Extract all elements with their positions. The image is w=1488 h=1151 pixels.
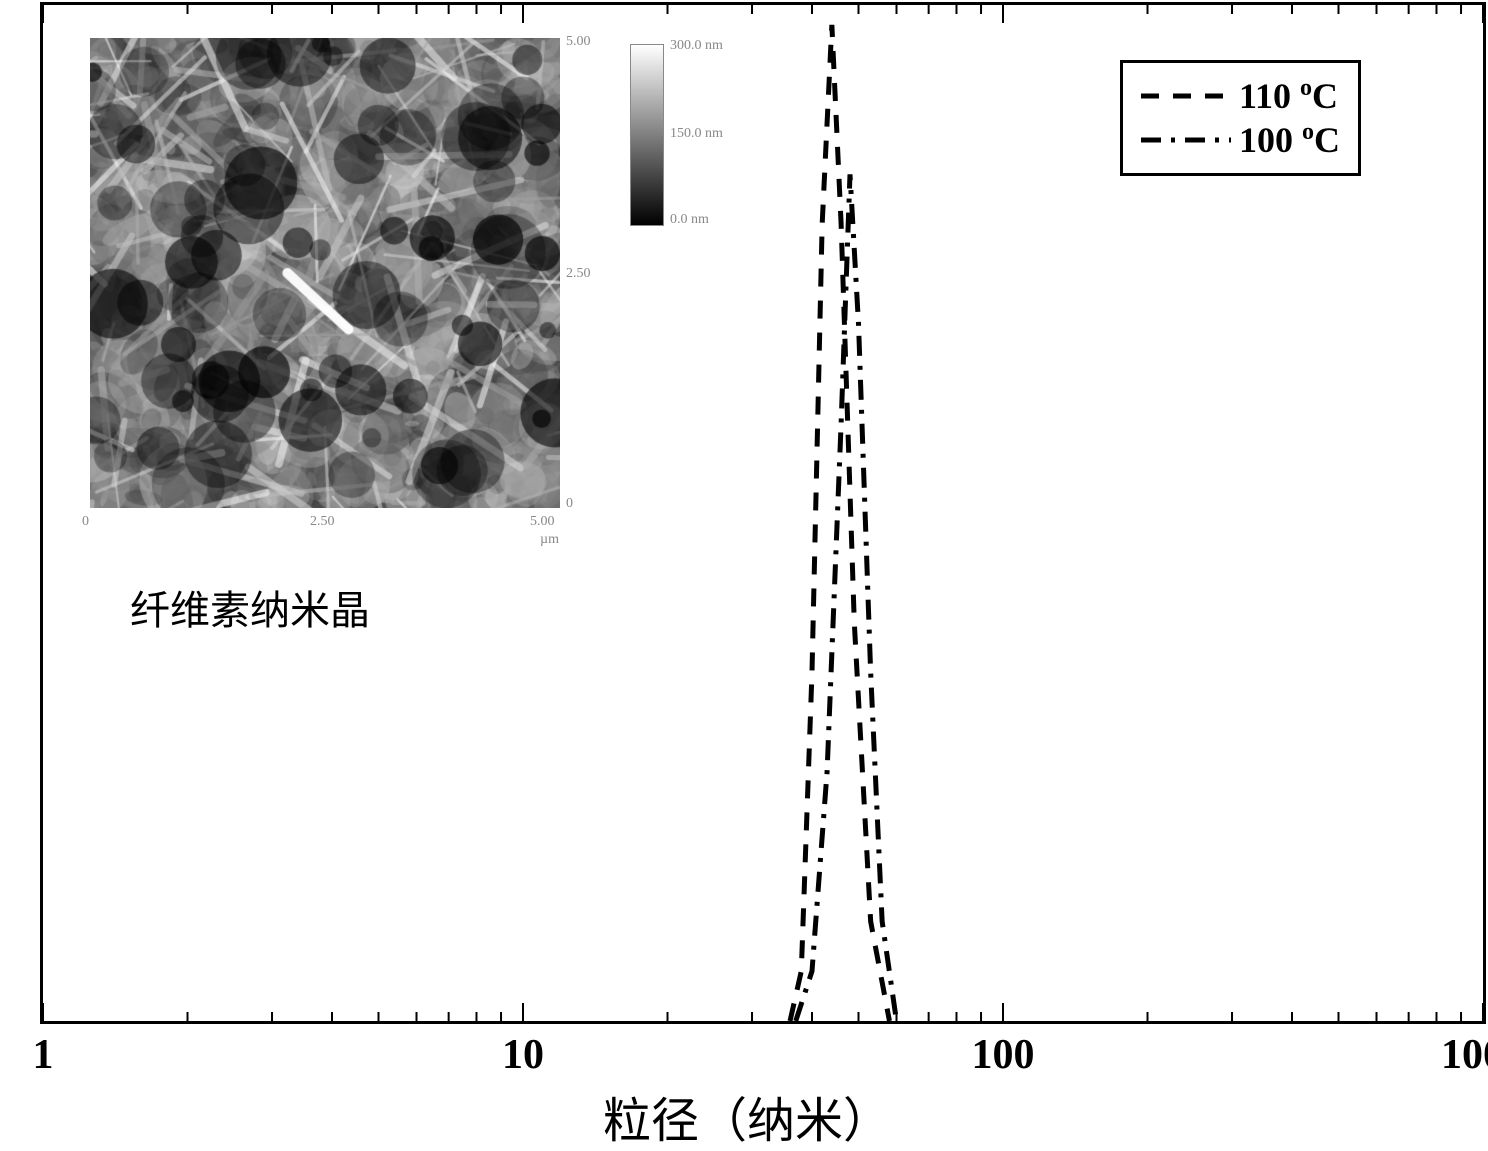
legend-item-110C: 110 oC [1141, 75, 1340, 117]
inset-colorbar: 300.0 nm150.0 nm0.0 nm [630, 44, 664, 226]
inset-axis-label: 5.00 [566, 34, 591, 50]
inset-colorbar-label: 300.0 nm [670, 38, 723, 54]
inset-axis-label: 0 [566, 496, 573, 512]
series-100C [796, 174, 897, 1021]
inset-microscopy-image [90, 38, 560, 508]
x-tick-label: 100 [972, 1031, 1035, 1079]
x-tick-label: 1000 [1441, 1031, 1488, 1079]
x-axis-label: 粒径（纳米） [603, 1081, 891, 1151]
series-110C [790, 25, 889, 1021]
legend-label-110C: 110 oC [1239, 75, 1338, 117]
inset-axis-label: 5.00 [530, 514, 555, 530]
inset-colorbar-gradient [630, 44, 664, 226]
inset-microscopy-canvas [90, 38, 560, 508]
x-tick-label: 1 [33, 1031, 54, 1079]
legend-item-100C: 100 oC [1141, 119, 1340, 161]
inset-container: 300.0 nm150.0 nm0.0 nm 纤维素纳米晶 02.505.00µ… [90, 38, 560, 508]
inset-axis-label: 2.50 [566, 266, 591, 282]
x-tick-label: 10 [502, 1031, 544, 1079]
inset-axis-label: µm [540, 532, 559, 548]
inset-caption: 纤维素纳米晶 [130, 578, 370, 636]
inset-colorbar-label: 150.0 nm [670, 126, 723, 142]
figure-root: 1101001000 粒径（纳米） 110 oC100 oC 300.0 nm1… [0, 0, 1488, 1137]
legend: 110 oC100 oC [1120, 60, 1361, 176]
inset-axis-label: 2.50 [310, 514, 335, 530]
inset-axis-label: 0 [82, 514, 89, 530]
legend-label-100C: 100 oC [1239, 119, 1340, 161]
inset-colorbar-label: 0.0 nm [670, 212, 709, 228]
